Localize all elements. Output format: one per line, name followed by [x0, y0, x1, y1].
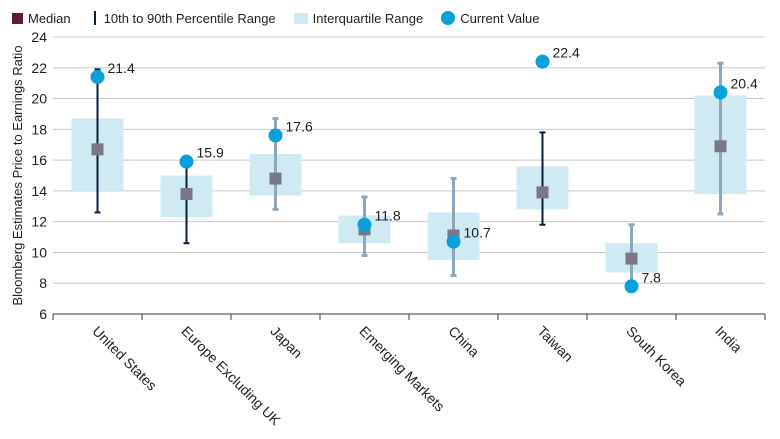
category-label: United States — [89, 323, 160, 394]
y-tick-label: 24 — [31, 29, 47, 45]
category-label: Emerging Markets — [356, 323, 448, 415]
current-value-dot — [268, 128, 283, 143]
current-value-dot — [90, 70, 105, 85]
current-value-dot — [713, 85, 728, 100]
y-axis-label: Bloomberg Estimates Price to Earnings Ra… — [10, 45, 25, 305]
legend-median-label: Median — [28, 10, 71, 26]
current-value-label: 22.4 — [553, 45, 580, 61]
current-value-label: 21.4 — [108, 60, 135, 76]
current-swatch — [441, 11, 456, 25]
current-value-dot — [535, 54, 550, 69]
current-value-label: 11.8 — [375, 208, 401, 224]
current-value-dot — [624, 279, 639, 294]
median-swatch — [12, 12, 23, 24]
current-value-label: 7.8 — [642, 269, 662, 285]
category-label: Taiwan — [534, 323, 576, 365]
iqr-swatch — [293, 12, 308, 24]
y-tick-label: 12 — [31, 214, 47, 230]
current-value-label: 10.7 — [464, 225, 491, 241]
legend-item-range: 10th to 90th Percentile Range — [89, 11, 276, 26]
legend-item-iqr: Interquartile Range — [293, 10, 424, 26]
category-label: Japan — [267, 323, 305, 361]
median-marker — [536, 186, 549, 199]
current-value-label: 17.6 — [286, 118, 313, 134]
legend-iqr-label: Interquartile Range — [312, 10, 424, 26]
legend-item-median: Median — [12, 11, 71, 26]
current-value-dot — [446, 234, 461, 249]
y-tick-label: 10 — [31, 244, 47, 260]
y-tick-label: 8 — [39, 275, 47, 291]
median-marker — [269, 172, 282, 185]
current-value-label: 20.4 — [731, 75, 758, 91]
legend: Median 10th to 90th Percentile Range Int… — [12, 8, 557, 28]
median-marker — [91, 143, 104, 156]
current-value-label: 15.9 — [197, 145, 224, 161]
y-tick-label: 6 — [39, 306, 47, 322]
legend-range-label: 10th to 90th Percentile Range — [103, 10, 276, 26]
y-tick-label: 16 — [31, 152, 47, 168]
median-marker — [180, 187, 193, 200]
median-marker — [714, 140, 727, 153]
y-tick-label: 18 — [31, 121, 47, 137]
legend-current-label: Current Value — [460, 10, 540, 26]
category-label: China — [445, 323, 482, 360]
current-value-dot — [357, 217, 372, 232]
y-tick-label: 14 — [31, 183, 47, 199]
y-tick-label: 22 — [31, 60, 47, 76]
median-marker — [625, 252, 638, 265]
range-swatch — [93, 11, 96, 25]
current-value-dot — [179, 154, 194, 169]
category-label: India — [712, 323, 745, 356]
y-tick-label: 20 — [31, 91, 47, 107]
category-label: Europe Excluding UK — [178, 323, 284, 429]
legend-item-current: Current Value — [441, 11, 539, 26]
category-label: South Korea — [623, 323, 690, 390]
